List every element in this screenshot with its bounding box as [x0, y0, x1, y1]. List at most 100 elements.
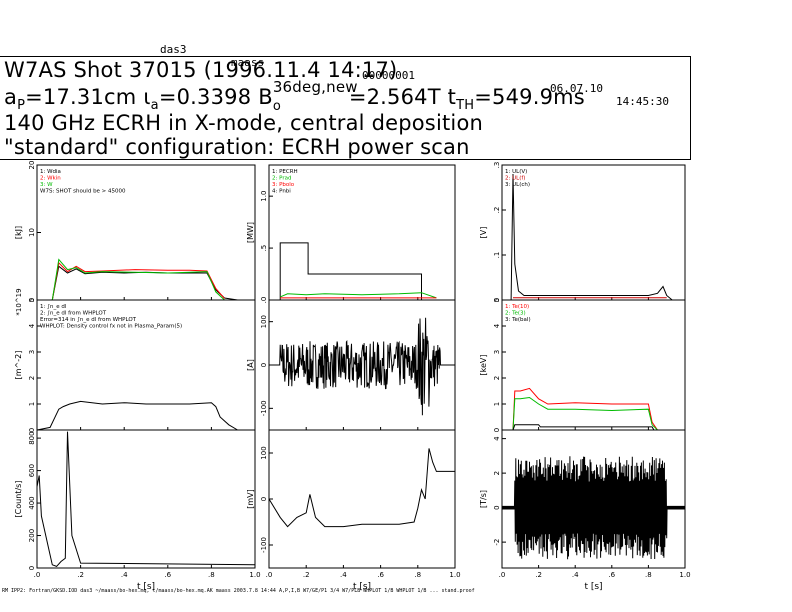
- legend-entry-density: 2: ∫n_e dl from WHPLOT: [40, 311, 107, 317]
- legend-entry-power: 4: Pnbi: [272, 189, 291, 195]
- legend-entry-power: 3: Pbolo: [272, 182, 295, 188]
- ytick-label: 400: [28, 496, 36, 509]
- ytick-label: 0: [260, 497, 268, 501]
- ytick-label: 4: [493, 323, 501, 328]
- ytick-label: -100: [260, 400, 268, 416]
- ytick-label: 0: [493, 428, 501, 432]
- ytick-label: .5: [260, 245, 268, 252]
- series-line-mirnov-0: [269, 317, 455, 416]
- legend-entry-density: WHPLOT: Density control fx not in Plasma…: [40, 324, 182, 330]
- xtick-label: .2: [77, 571, 84, 579]
- xtick-label: .2: [303, 571, 310, 579]
- legend-entry-voltage: 3: UL(ch): [505, 182, 530, 188]
- series-line-temperature-0: [502, 387, 685, 431]
- ytick-label: 10: [28, 228, 36, 237]
- xtick-label: 1.0: [679, 571, 690, 579]
- user-label: maass: [231, 56, 265, 69]
- ytick-label: 0: [28, 298, 36, 302]
- ytick-label: 1: [493, 402, 501, 406]
- ytick-label: 100: [260, 446, 268, 459]
- x-axis-label: t [s]: [584, 582, 602, 592]
- y-axis-label-loop: [mV]: [246, 489, 255, 509]
- ytick-label: 0: [28, 566, 36, 570]
- legend-entry-energy: 2: Wkin: [40, 176, 61, 182]
- xtick-label: .6: [608, 571, 615, 579]
- xtick-label: 1.0: [249, 571, 260, 579]
- legend-entry-temperature: 2: Te(3): [505, 311, 526, 317]
- legend-entry-temperature: 3: Te(bal): [505, 317, 531, 323]
- xtick-label: .6: [164, 571, 171, 579]
- ytick-label: 2: [28, 376, 36, 380]
- ytick-label: 3: [493, 350, 501, 354]
- series-line-temperature-2: [502, 424, 685, 431]
- title-line-2: aP=17.31cm ιa=0.3398 B 36deg,new o =2.564T …: [4, 78, 585, 114]
- ytick-label: 100: [260, 315, 268, 328]
- y-axis-label-mhd: [T/s]: [479, 490, 488, 508]
- legend-entry-energy: 3: W: [40, 182, 53, 188]
- plot-frame-halpha: [36, 429, 256, 569]
- series-line-power-0: [269, 242, 455, 301]
- y-axis-label-energy: [kJ]: [14, 226, 23, 239]
- ytick-label: 0: [28, 428, 36, 432]
- series-line-density-0: [36, 400, 238, 431]
- title-box: W7AS Shot 37015 (1996.11.4 14:17) aP=17.…: [0, 56, 691, 160]
- series-line-mhd-0: [501, 456, 686, 560]
- date-label: 06.07.10: [550, 82, 603, 95]
- y-axis-label-power: [MW]: [246, 222, 255, 243]
- y-axis-unit: *10^19: [15, 288, 23, 315]
- header-bar: das3 maass 00000001 06.07.10 14:45:30: [0, 30, 669, 108]
- xtick-label: .4: [340, 571, 347, 579]
- ytick-label: 4: [28, 323, 36, 328]
- footer-info: RM IPP2: Fortran/GKSD.IOD das3 ~/maass/b…: [2, 588, 475, 594]
- plot-frame-power: [268, 164, 456, 301]
- ytick-label: 2: [493, 471, 501, 475]
- title-line-4: "standard" configuration: ECRH power sca…: [4, 135, 470, 159]
- ytick-label: .2: [493, 207, 501, 214]
- y-axis-label-density: [m^-2]: [14, 351, 23, 380]
- xtick-label: .8: [208, 571, 215, 579]
- xtick-label: .8: [645, 571, 652, 579]
- xtick-label: .4: [121, 571, 128, 579]
- title-line-3: 140 GHz ECRH in X-mode, central depositi…: [4, 111, 484, 135]
- series-line-energy-2: [51, 258, 225, 301]
- y-axis-label-voltage: [V]: [479, 227, 488, 239]
- ytick-label: 200: [28, 529, 36, 542]
- ytick-label: .0: [260, 297, 268, 304]
- ytick-label: .1: [493, 252, 501, 259]
- legend-entry-temperature: 1: Te(10): [505, 304, 529, 310]
- plot-frame-mhd: [501, 429, 686, 569]
- xtick-label: .0: [266, 571, 273, 579]
- host-label: das3: [160, 43, 187, 56]
- plot-frame-loop: [268, 429, 456, 569]
- counter-label: 00000001: [362, 69, 415, 82]
- ytick-label: 0: [260, 363, 268, 367]
- ytick-label: 600: [28, 464, 36, 477]
- legend-entry-energy: W7S: SHOT should be > 45000: [40, 189, 126, 195]
- legend-entry-voltage: 2: UL(f): [505, 176, 525, 182]
- series-line-loop-0: [268, 448, 455, 528]
- x-axis-label: t [s]: [353, 582, 371, 592]
- ytick-label: 800: [28, 431, 36, 444]
- ytick-label: 0: [493, 298, 501, 302]
- series-line-temperature-1: [502, 396, 685, 431]
- xtick-label: .6: [377, 571, 384, 579]
- ytick-label: 0: [493, 505, 501, 509]
- legend-entry-density: Error=314 in ∫n_e dl from WHPLOT: [40, 317, 137, 323]
- y-axis-label-temperature: [keV]: [479, 355, 488, 376]
- xtick-label: 1.0: [449, 571, 460, 579]
- legend-entry-voltage: 1: UL(V): [505, 169, 527, 175]
- series-line-power-1: [280, 292, 437, 299]
- series-line-halpha-0: [36, 431, 256, 567]
- xtick-label: .4: [572, 571, 579, 579]
- legend-entry-power: 1: PECRH: [272, 169, 298, 175]
- ytick-label: -2: [493, 539, 501, 546]
- y-axis-label-halpha: [Count/s]: [14, 481, 23, 518]
- xtick-label: .0: [499, 571, 506, 579]
- ytick-label: 5: [493, 298, 501, 302]
- ytick-label: 3: [28, 350, 36, 354]
- series-line-voltage-0: [502, 173, 673, 301]
- ytick-label: 20: [28, 161, 36, 170]
- x-axis-label: t [s]: [137, 582, 155, 592]
- time-label: 14:45:30: [616, 95, 669, 108]
